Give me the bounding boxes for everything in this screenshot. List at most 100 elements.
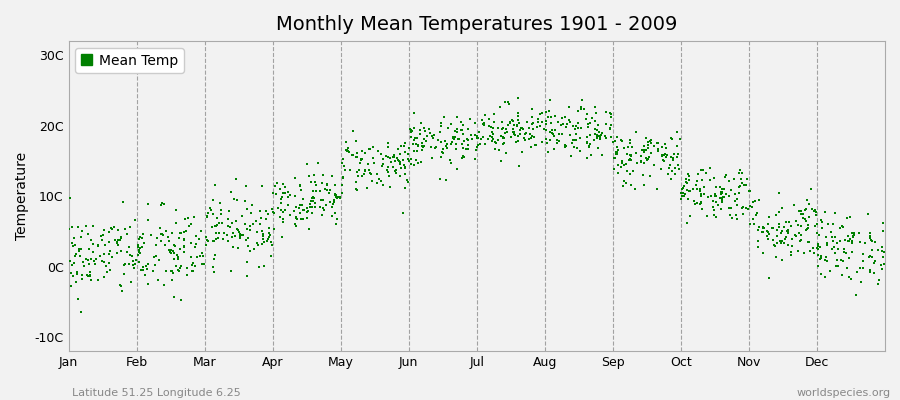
Point (507, 129, 521, 135)
Point (623, 170, 637, 177)
Point (629, 160, 643, 166)
Point (670, 154, 684, 161)
Point (262, 234, 276, 241)
Point (315, 180, 329, 186)
Point (388, 168, 402, 175)
Point (775, 238, 789, 244)
Point (671, 166, 686, 172)
Text: worldspecies.org: worldspecies.org (796, 388, 891, 398)
Point (274, 200, 289, 206)
Point (573, 106, 588, 112)
Point (445, 139, 459, 146)
Point (810, 245, 824, 252)
Point (200, 214, 214, 221)
Point (755, 228, 770, 235)
Point (734, 180, 749, 186)
Point (233, 231, 248, 237)
Point (257, 239, 272, 246)
Point (75, 228, 89, 234)
Point (349, 150, 364, 156)
Point (826, 238, 841, 244)
Point (637, 149, 652, 156)
Point (735, 205, 750, 211)
Point (195, 261, 210, 267)
Point (619, 168, 634, 174)
Point (657, 152, 671, 158)
Point (274, 206, 288, 213)
Point (383, 159, 398, 165)
Point (198, 234, 212, 240)
Point (706, 203, 720, 210)
Point (829, 263, 843, 270)
Point (167, 250, 182, 256)
Point (339, 147, 354, 154)
Point (74, 233, 88, 240)
Point (634, 147, 649, 154)
Point (147, 254, 161, 260)
Point (540, 149, 554, 155)
Point (875, 244, 889, 250)
Point (517, 135, 531, 142)
Point (405, 128, 419, 134)
Point (428, 145, 443, 151)
Point (495, 125, 509, 131)
Point (827, 234, 842, 240)
Point (543, 137, 557, 143)
Point (426, 135, 440, 141)
Point (436, 150, 450, 156)
Point (252, 264, 266, 270)
Point (175, 297, 189, 304)
Point (164, 268, 178, 275)
Point (354, 156, 368, 163)
Point (262, 230, 276, 236)
Point (573, 134, 588, 141)
Point (185, 268, 200, 274)
Point (878, 249, 892, 256)
Point (511, 138, 526, 144)
Point (610, 149, 625, 155)
Point (180, 265, 194, 271)
Point (577, 106, 591, 112)
Point (588, 104, 602, 110)
Point (807, 250, 822, 256)
Point (238, 198, 252, 204)
Point (212, 220, 226, 226)
Point (825, 246, 840, 252)
Point (178, 216, 193, 222)
Point (224, 189, 238, 195)
Point (124, 279, 139, 285)
Point (738, 205, 752, 211)
Point (611, 170, 625, 176)
Point (737, 182, 751, 188)
Point (451, 136, 465, 142)
Point (296, 207, 310, 213)
Point (300, 160, 314, 167)
Point (206, 237, 220, 244)
Point (69, 271, 84, 278)
Point (83, 273, 97, 280)
Point (469, 135, 483, 141)
Point (472, 141, 487, 148)
Point (689, 178, 704, 185)
Point (545, 126, 560, 133)
Point (197, 260, 211, 267)
Point (325, 212, 339, 219)
Point (491, 125, 505, 131)
Point (735, 211, 750, 217)
Point (118, 260, 132, 267)
Point (151, 277, 166, 284)
Point (412, 127, 427, 133)
Point (832, 238, 847, 245)
Point (485, 134, 500, 140)
Point (609, 150, 624, 156)
Point (66, 273, 80, 279)
Point (164, 250, 178, 256)
Point (498, 99, 512, 105)
Point (818, 257, 832, 264)
Point (100, 269, 114, 276)
Point (86, 249, 100, 256)
Point (505, 117, 519, 124)
Point (530, 124, 544, 130)
Point (580, 139, 595, 145)
Point (709, 192, 724, 199)
